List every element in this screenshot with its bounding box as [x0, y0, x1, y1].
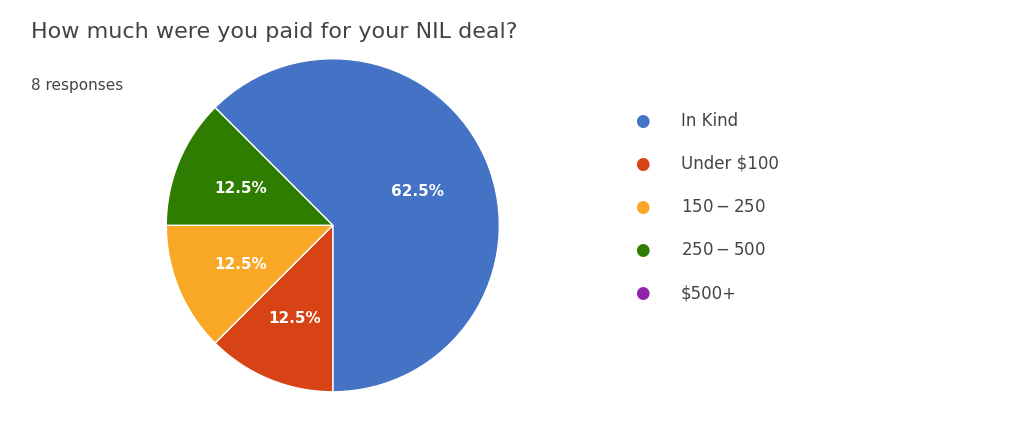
Wedge shape: [215, 226, 333, 392]
Text: $150-$250: $150-$250: [681, 197, 766, 215]
Text: ●: ●: [635, 111, 649, 129]
Text: 8 responses: 8 responses: [31, 77, 123, 92]
Text: ●: ●: [635, 154, 649, 172]
Text: ●: ●: [635, 283, 649, 301]
Wedge shape: [215, 60, 500, 392]
Wedge shape: [166, 226, 333, 343]
Text: 12.5%: 12.5%: [214, 256, 267, 271]
Text: $500+: $500+: [681, 283, 737, 301]
Text: ●: ●: [635, 240, 649, 258]
Text: ●: ●: [635, 197, 649, 215]
Text: 12.5%: 12.5%: [214, 180, 267, 195]
Text: How much were you paid for your NIL deal?: How much were you paid for your NIL deal…: [31, 22, 517, 41]
Text: 12.5%: 12.5%: [268, 310, 321, 326]
Text: 62.5%: 62.5%: [391, 183, 444, 198]
Text: Under $100: Under $100: [681, 154, 779, 172]
Text: In Kind: In Kind: [681, 111, 738, 129]
Wedge shape: [166, 108, 333, 226]
Text: $250-$500: $250-$500: [681, 240, 766, 258]
